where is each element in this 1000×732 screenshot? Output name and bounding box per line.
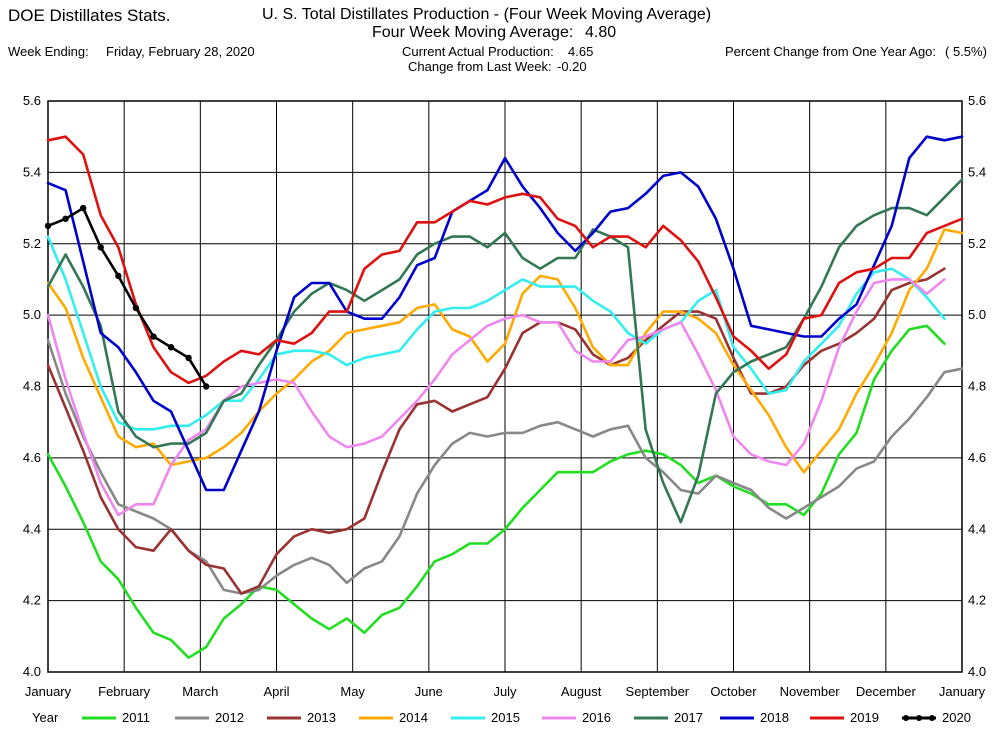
data-point-2020 <box>202 383 210 390</box>
y-tick-label-right: 4.2 <box>968 593 986 608</box>
y-tick-label-left: 4.4 <box>23 521 41 536</box>
weekly-change-value: -0.20 <box>557 59 587 74</box>
legend-marker-2020 <box>903 715 909 721</box>
series-line-2016 <box>46 278 946 517</box>
data-point-2020 <box>115 272 122 280</box>
y-tick-label-left: 4.6 <box>23 450 41 465</box>
legend-label-2019: 2019 <box>850 710 879 725</box>
x-tick-label: January <box>25 684 72 699</box>
series-line-2020 <box>46 206 208 388</box>
legend-label-2020: 2020 <box>942 710 971 725</box>
legend-marker-2020 <box>929 715 935 721</box>
current-production-value: 4.65 <box>568 44 594 59</box>
y-tick-label-right: 5.0 <box>968 307 986 322</box>
legend-label-2012: 2012 <box>215 710 244 725</box>
weekly-change-label: Change from Last Week: <box>408 59 552 74</box>
x-tick-label: January <box>939 684 986 699</box>
x-tick-label: February <box>98 684 151 699</box>
y-tick-label-right: 5.4 <box>968 164 986 179</box>
plot-frame <box>47 100 963 673</box>
y-tick-label-right: 4.0 <box>968 664 986 679</box>
y-tick-label-left: 4.8 <box>23 379 41 394</box>
x-tick-label: April <box>263 684 289 699</box>
year-over-year-label: Percent Change from One Year Ago: <box>725 44 937 59</box>
y-tick-label-right: 4.4 <box>968 521 986 536</box>
series-line-2018 <box>46 135 964 492</box>
legend-label-2011: 2011 <box>122 710 150 725</box>
y-tick-label-right: 4.6 <box>968 450 986 465</box>
legend-label-2013: 2013 <box>307 710 336 725</box>
y-tick-label-right: 5.2 <box>968 236 986 251</box>
data-point-2020 <box>62 215 69 222</box>
chart-series <box>44 135 964 660</box>
data-point-2020 <box>132 304 140 312</box>
app-title: DOE Distillates Stats. <box>8 6 171 25</box>
y-tick-label-left: 4.2 <box>23 593 41 608</box>
chart-legend: Year 2011 2012 2013 2014 2015 2016 2017 2018 2019… <box>32 710 971 725</box>
y-tick-label-left: 5.0 <box>23 307 41 322</box>
x-tick-label: June <box>415 684 443 699</box>
week-ending-label: Week Ending: <box>8 44 89 59</box>
chart-grid <box>47 100 963 673</box>
x-tick-label: September <box>626 684 690 699</box>
series-line-2014 <box>46 228 964 474</box>
chart-axes: 4.0 4.0 4.2 4.2 4.4 4.4 4.6 4.6 4.8 4.8 5.0 5.0 5.2 5… <box>23 93 986 699</box>
x-tick-label: May <box>340 684 365 699</box>
legend-marker-2020 <box>916 715 922 721</box>
moving-average-label: Four Week Moving Average: <box>372 24 574 41</box>
legend-label-2014: 2014 <box>399 710 428 725</box>
week-ending-value: Friday, February 28, 2020 <box>106 44 255 59</box>
data-point-2020 <box>150 333 157 340</box>
series-line-2015 <box>46 235 946 431</box>
data-point-2020 <box>97 244 104 251</box>
legend-title: Year <box>32 710 59 725</box>
x-tick-label: March <box>182 684 218 699</box>
current-production-label: Current Actual Production: <box>402 44 554 59</box>
data-point-2020 <box>167 344 175 351</box>
chart-title: U. S. Total Distillates Production - (Fo… <box>262 6 712 23</box>
x-tick-label: August <box>561 684 602 699</box>
data-point-2020 <box>44 222 52 230</box>
legend-label-2015: 2015 <box>491 710 520 725</box>
series-line-2011 <box>46 324 946 660</box>
y-tick-label-right: 5.6 <box>968 93 986 108</box>
data-point-2020 <box>79 204 87 212</box>
x-tick-label: July <box>493 684 517 699</box>
series-line-2012 <box>46 338 964 595</box>
y-tick-label-left: 5.6 <box>23 93 41 108</box>
x-tick-label: December <box>856 684 917 699</box>
series-line-2017 <box>46 178 964 524</box>
x-tick-label: November <box>780 684 841 699</box>
y-tick-label-left: 5.4 <box>23 164 41 179</box>
y-tick-label-right: 4.8 <box>968 379 986 394</box>
x-tick-label: October <box>710 684 757 699</box>
legend-label-2016: 2016 <box>582 710 611 725</box>
moving-average-value: 4.80 <box>585 24 617 41</box>
legend-label-2018: 2018 <box>760 710 789 725</box>
year-over-year-value: ( 5.5%) <box>945 44 987 59</box>
y-tick-label-left: 4.0 <box>23 664 41 679</box>
y-tick-label-left: 5.2 <box>23 236 41 251</box>
legend-label-2017: 2017 <box>674 710 703 725</box>
data-point-2020 <box>185 354 192 362</box>
